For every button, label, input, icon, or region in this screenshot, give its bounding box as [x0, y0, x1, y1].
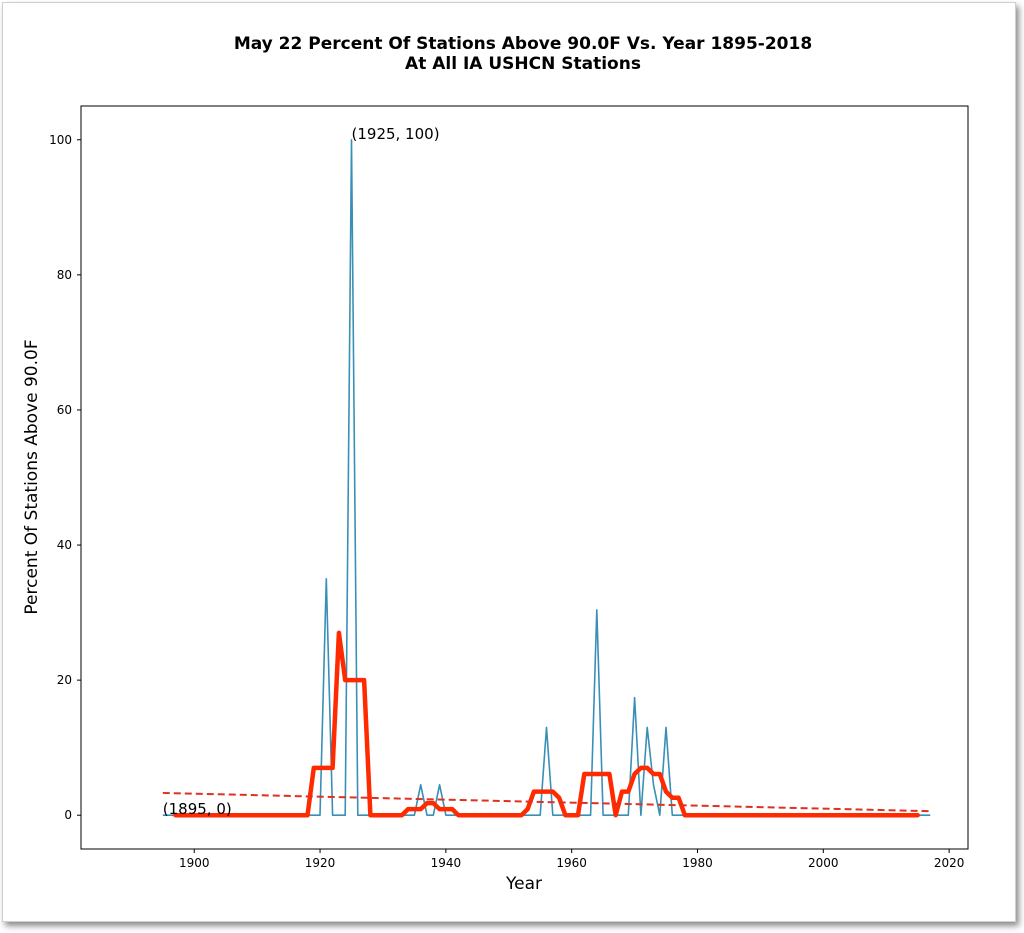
- x-tick-label: 1980: [682, 856, 713, 870]
- y-axis-label: Percent Of Stations Above 90.0F: [22, 339, 42, 614]
- point-annotation: (1895, 0): [163, 800, 232, 818]
- point-annotation: (1925, 100): [352, 125, 440, 143]
- annotation-layer: (1925, 100) (1895, 0): [163, 125, 440, 818]
- y-tick-label: 0: [64, 808, 72, 822]
- y-axis: 0 20 40 60 80 100: [49, 133, 81, 822]
- x-tick-label: 1920: [305, 856, 336, 870]
- x-tick-label: 1940: [431, 856, 462, 870]
- x-axis-label: Year: [505, 874, 542, 894]
- raw-percent-line: [162, 139, 931, 817]
- chart-subtitle: At All IA USHCN Stations: [405, 54, 641, 74]
- series-layer: [162, 139, 931, 818]
- x-tick-label: 2020: [934, 856, 965, 870]
- figure-frame: [2, 2, 1016, 922]
- y-tick-label: 80: [57, 268, 72, 282]
- y-tick-label: 100: [49, 133, 72, 147]
- trend-line: [162, 791, 931, 813]
- y-tick-label: 40: [57, 538, 72, 552]
- y-tick-label: 60: [57, 403, 72, 417]
- x-tick-label: 1900: [179, 856, 210, 870]
- x-tick-label: 2000: [808, 856, 839, 870]
- smoothed-percent-line: [173, 630, 920, 818]
- plot-area: [80, 105, 969, 850]
- x-tick-label: 1960: [556, 856, 587, 870]
- x-axis: 1900 1920 1940 1960 1980 2000 2020: [179, 849, 964, 870]
- y-tick-label: 20: [57, 673, 72, 687]
- chart-title: May 22 Percent Of Stations Above 90.0F V…: [234, 34, 812, 54]
